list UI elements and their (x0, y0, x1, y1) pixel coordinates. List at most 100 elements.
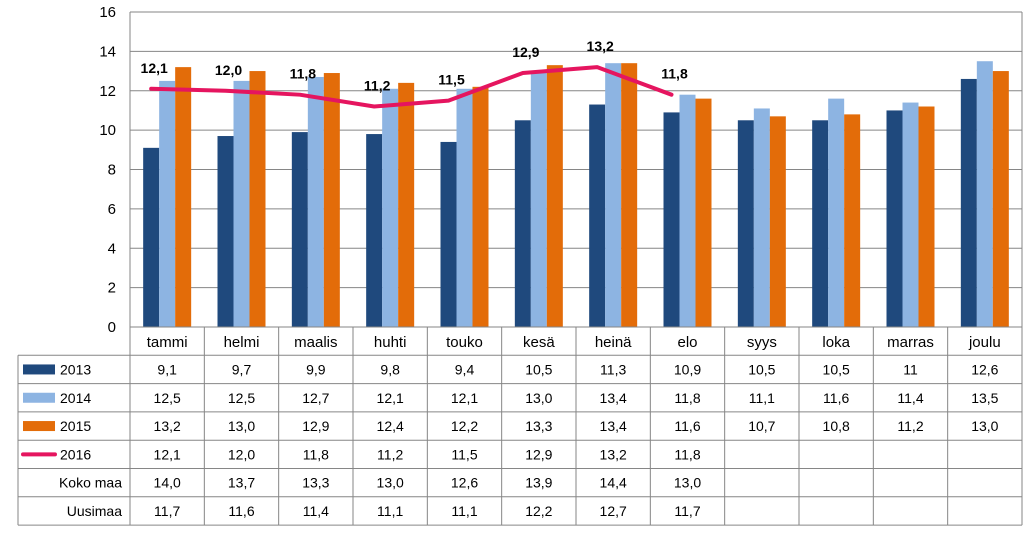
table-cell: 12,7 (302, 390, 329, 406)
table-cell: 12,9 (525, 446, 552, 462)
category-label: loka (822, 334, 850, 351)
bar-2015-maalis (323, 73, 340, 327)
row-label-2014: 2014 (60, 390, 91, 406)
table-cell: 12,0 (228, 446, 255, 462)
table-cell: 12,7 (600, 503, 627, 519)
table-cell: 11,4 (303, 503, 329, 519)
table-cell: 11,6 (228, 503, 254, 519)
bar-2015-helmi (249, 71, 266, 327)
bar-2013-joulu (960, 78, 977, 327)
table-cell: 12,2 (525, 503, 552, 519)
bar-2014-helmi (233, 80, 250, 327)
table-cell: 13,3 (525, 418, 552, 434)
category-label: tammi (147, 334, 188, 351)
table-cell: 12,2 (451, 418, 478, 434)
table-cell: 12,1 (154, 446, 181, 462)
bar-2015-loka (844, 114, 861, 327)
table-cell: 10,5 (525, 361, 552, 377)
row-label-Koko maa: Koko maa (59, 475, 122, 491)
table-cell: 13,4 (600, 390, 627, 406)
table-cell: 13,2 (600, 446, 627, 462)
table-cell: 9,1 (157, 361, 177, 377)
table-cell: 13,3 (302, 475, 329, 491)
table-cell: 13,0 (377, 475, 404, 491)
table-cell: 11,7 (154, 503, 180, 519)
category-label: joulu (968, 334, 1001, 351)
table-cell: 13,4 (600, 418, 627, 434)
category-label: touko (446, 334, 483, 351)
table-cell: 13,7 (228, 475, 255, 491)
data-label-2016: 11,2 (364, 78, 391, 94)
bar-2015-syys (769, 116, 786, 327)
table-cell: 10,7 (748, 418, 775, 434)
row-label-2013: 2013 (60, 361, 91, 377)
category-label: kesä (523, 334, 555, 351)
bar-2013-huhti (366, 134, 383, 327)
bar-2014-loka (828, 98, 845, 327)
data-label-2016: 12,1 (141, 60, 168, 76)
bar-2015-kesä (546, 65, 563, 327)
table-cell: 12,5 (154, 390, 181, 406)
legend-key-2014 (23, 392, 55, 403)
bar-2015-elo (695, 98, 712, 327)
bar-2013-elo (663, 112, 680, 327)
table-cell: 11,2 (897, 418, 923, 434)
table-cell: 13,0 (971, 418, 998, 434)
bar-2014-joulu (976, 61, 993, 327)
bar-2015-huhti (398, 82, 415, 327)
table-cell: 13,2 (154, 418, 181, 434)
table-cell: 9,4 (455, 361, 475, 377)
y-tick-label: 16 (99, 4, 116, 21)
table-cell: 11,5 (451, 446, 477, 462)
y-tick-label: 4 (108, 240, 116, 257)
bar-2014-syys (753, 108, 770, 327)
table-cell: 13,0 (674, 475, 701, 491)
table-cell: 13,9 (525, 475, 552, 491)
row-label-2016: 2016 (60, 446, 91, 462)
category-label: helmi (224, 334, 260, 351)
bar-2015-tammi (175, 67, 192, 327)
table-cell: 14,0 (154, 475, 181, 491)
y-tick-label: 14 (99, 43, 116, 60)
y-tick-label: 6 (108, 201, 116, 218)
table-cell: 11,8 (674, 390, 700, 406)
table-cell: 11,6 (674, 418, 700, 434)
bar-2013-kesä (514, 120, 531, 327)
table-cell: 9,8 (380, 361, 400, 377)
category-label: syys (747, 334, 777, 351)
table-cell: 12,9 (302, 418, 329, 434)
category-label: huhti (374, 334, 407, 351)
bar-2014-elo (679, 94, 696, 327)
bar-2013-syys (737, 120, 754, 327)
table-cell: 13,0 (228, 418, 255, 434)
table-cell: 12,4 (377, 418, 404, 434)
bar-2015-joulu (992, 71, 1009, 327)
category-label: heinä (595, 334, 632, 351)
table-cell: 12,6 (971, 361, 998, 377)
table-cell: 13,0 (525, 390, 552, 406)
table-cell: 9,9 (306, 361, 326, 377)
table-cell: 14,4 (600, 475, 627, 491)
table-cell: 11,6 (823, 390, 849, 406)
data-label-2016: 11,8 (290, 66, 317, 82)
table-cell: 12,1 (377, 390, 404, 406)
y-tick-label: 8 (108, 162, 116, 179)
table-cell: 11,8 (674, 446, 700, 462)
table-cell: 11,1 (749, 390, 775, 406)
table-cell: 11 (903, 361, 918, 377)
category-label: elo (677, 334, 697, 351)
y-tick-label: 10 (99, 122, 116, 139)
bar-2014-maalis (307, 76, 324, 327)
data-label-2016: 12,9 (512, 44, 539, 60)
bar-2014-tammi (159, 80, 176, 327)
category-label: marras (887, 334, 934, 351)
table-cell: 10,5 (823, 361, 850, 377)
bar-2015-marras (918, 106, 935, 327)
table-cell: 12,1 (451, 390, 478, 406)
bar-2013-heinä (589, 104, 606, 327)
table-cell: 11,4 (897, 390, 923, 406)
bar-2013-loka (812, 120, 829, 327)
table-cell: 12,6 (451, 475, 478, 491)
bar-2015-touko (472, 86, 489, 327)
